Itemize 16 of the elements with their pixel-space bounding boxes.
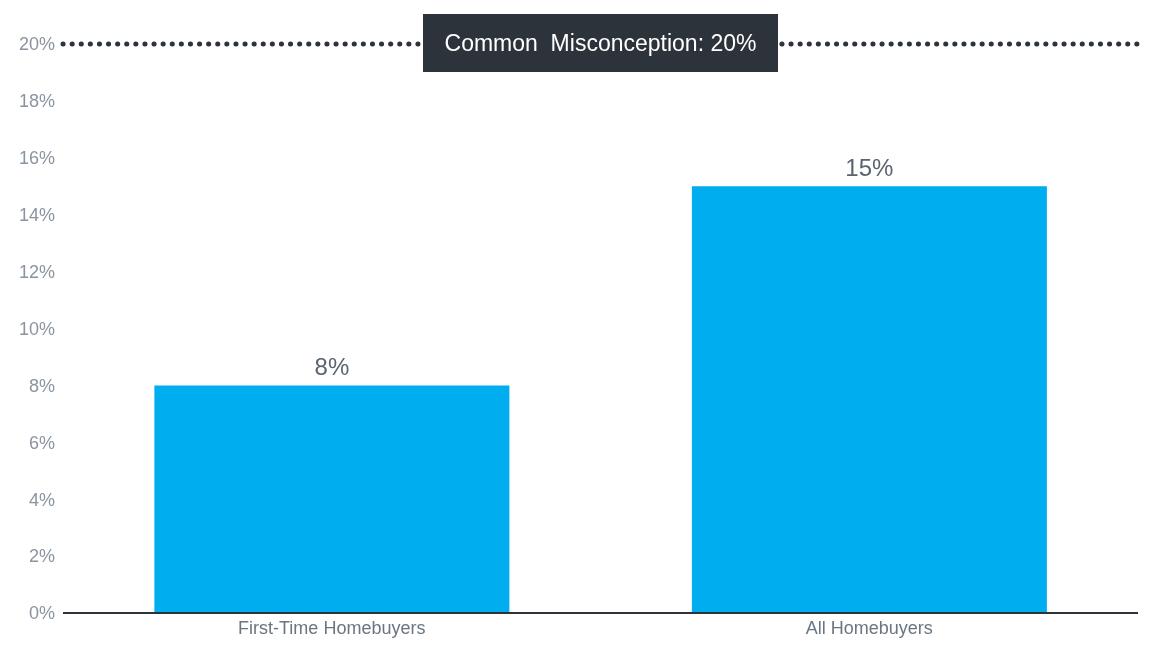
y-tick-label: 2%: [28, 546, 55, 567]
y-tick-label: 8%: [28, 375, 55, 396]
data-label: 8%: [314, 353, 350, 381]
x-tick-label: All Homebuyers: [805, 617, 933, 638]
ref-line-label: Common Misconception: 20%: [444, 30, 757, 57]
y-tick-label: 18%: [18, 91, 55, 112]
y-tick-label: 10%: [18, 318, 55, 339]
data-label: 15%: [845, 154, 894, 182]
y-tick-label: 6%: [28, 432, 55, 453]
y-tick-label: 0%: [28, 603, 55, 624]
y-tick-label: 20%: [18, 34, 55, 55]
x-tick-label: First-Time Homebuyers: [238, 617, 426, 638]
y-tick-label: 4%: [28, 489, 55, 510]
y-tick-label: 12%: [18, 261, 55, 282]
y-tick-label: 14%: [18, 205, 55, 226]
y-tick-label: 16%: [18, 148, 55, 169]
